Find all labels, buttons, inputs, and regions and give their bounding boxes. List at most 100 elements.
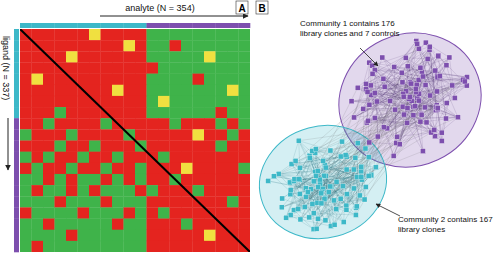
heatmap-cell xyxy=(55,219,67,230)
node xyxy=(296,206,301,211)
heatmap-cell xyxy=(89,62,101,73)
heatmap-cell xyxy=(181,29,193,40)
heatmap-cell xyxy=(32,85,44,96)
node xyxy=(413,86,418,91)
node xyxy=(353,212,358,217)
heatmap-cell xyxy=(227,219,239,230)
heatmap-cell xyxy=(101,118,113,129)
column-community xyxy=(239,23,251,28)
edge xyxy=(274,176,314,213)
edge xyxy=(300,89,366,219)
node xyxy=(314,226,319,231)
heatmap-cell xyxy=(55,185,67,196)
node xyxy=(319,191,324,196)
heatmap-cell xyxy=(158,118,170,129)
edge xyxy=(322,84,366,192)
node xyxy=(351,167,356,172)
heatmap-cell xyxy=(20,196,32,207)
node xyxy=(296,177,301,182)
node xyxy=(381,76,386,81)
edge xyxy=(382,58,425,108)
heatmap-cell xyxy=(239,74,251,85)
heatmap-cell xyxy=(89,51,101,62)
heatmap-cell xyxy=(193,129,205,140)
heatmap-cell xyxy=(55,152,67,163)
edge xyxy=(300,94,403,220)
heatmap-cell xyxy=(158,62,170,73)
edge xyxy=(310,77,424,156)
heatmap-cell xyxy=(101,74,113,85)
heatmap-cell xyxy=(124,51,136,62)
column-community xyxy=(170,23,182,28)
node xyxy=(413,104,418,109)
node xyxy=(416,77,421,82)
heatmap-cell xyxy=(20,163,32,174)
edge xyxy=(300,168,326,194)
row-community xyxy=(14,185,19,196)
heatmap-cell xyxy=(204,163,216,174)
edge xyxy=(324,103,446,199)
edge xyxy=(354,80,418,118)
heatmap-cell xyxy=(193,85,205,96)
heatmap-cell xyxy=(124,174,136,185)
heatmap-cell xyxy=(101,51,113,62)
edge xyxy=(299,128,387,140)
node xyxy=(443,116,448,121)
node xyxy=(296,138,301,143)
heatmap-cell xyxy=(89,40,101,51)
heatmap-cell xyxy=(112,107,124,118)
heatmap-cell xyxy=(239,163,251,174)
heatmap-cell xyxy=(135,118,147,129)
heatmap-cell xyxy=(32,230,44,241)
node xyxy=(323,218,328,223)
node xyxy=(381,125,386,130)
node xyxy=(405,64,410,69)
heatmap-cell xyxy=(43,152,55,163)
arrow xyxy=(100,16,248,17)
heatmap-cell xyxy=(204,152,216,163)
heatmap-cell xyxy=(43,163,55,174)
node xyxy=(370,71,375,76)
column-community xyxy=(216,23,228,28)
heatmap-cell xyxy=(78,230,90,241)
node xyxy=(397,142,402,147)
node xyxy=(427,44,432,49)
heatmap-cell xyxy=(112,152,124,163)
edge xyxy=(422,77,467,115)
heatmap-cell xyxy=(227,241,239,252)
heatmap-cell xyxy=(32,174,44,185)
heatmap-cell xyxy=(112,196,124,207)
heatmap-cell xyxy=(43,207,55,218)
heatmap-cell xyxy=(55,85,67,96)
heatmap-cell xyxy=(227,74,239,85)
heatmap-cell xyxy=(239,207,251,218)
node xyxy=(313,147,318,152)
node xyxy=(425,56,430,61)
heatmap-cell xyxy=(170,219,182,230)
heatmap-cell xyxy=(170,107,182,118)
heatmap-cell xyxy=(239,129,251,140)
arrow xyxy=(8,118,9,170)
heatmap-cell xyxy=(55,51,67,62)
heatmap-cell xyxy=(78,40,90,51)
heatmap-cell xyxy=(181,40,193,51)
node xyxy=(276,171,281,176)
heatmap-cell xyxy=(158,129,170,140)
heatmap-cell xyxy=(89,185,101,196)
node xyxy=(419,65,424,70)
heatmap-cell xyxy=(204,141,216,152)
node xyxy=(439,138,444,143)
heatmap-cell xyxy=(78,51,90,62)
edge xyxy=(298,101,411,209)
edge xyxy=(430,47,453,86)
node xyxy=(311,179,316,184)
column-community xyxy=(43,23,55,28)
node xyxy=(435,105,440,110)
row-community xyxy=(14,152,19,163)
heatmap-cell xyxy=(181,74,193,85)
node xyxy=(419,112,424,117)
heatmap-cell xyxy=(227,51,239,62)
heatmap-cell xyxy=(216,196,228,207)
edge xyxy=(292,85,453,164)
node xyxy=(409,81,414,86)
